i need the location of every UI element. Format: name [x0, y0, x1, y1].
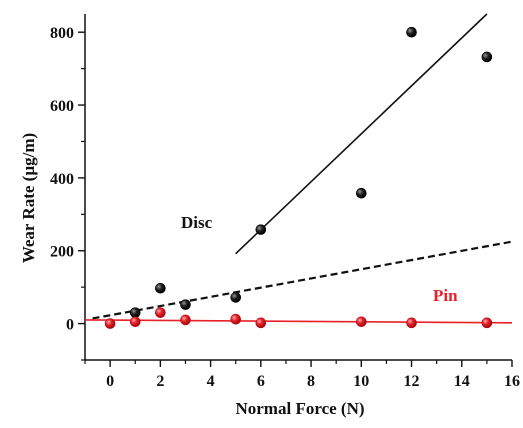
fit-line-disc-solid [235, 13, 488, 255]
x-tick-label: 6 [257, 373, 265, 390]
x-tick-label: 12 [404, 373, 420, 390]
data-point-pin [129, 316, 141, 328]
data-point-pin [481, 317, 493, 329]
x-tick-label: 4 [207, 373, 215, 390]
data-point-disc [481, 51, 493, 63]
data-point-pin [230, 313, 242, 325]
data-point-pin [255, 317, 267, 329]
y-tick-label: 200 [50, 244, 74, 261]
data-point-pin [355, 316, 367, 328]
x-tick-label: 0 [106, 373, 114, 390]
data-points [104, 26, 493, 329]
x-tick-label: 8 [307, 373, 315, 390]
y-tick-label: 400 [50, 171, 74, 188]
y-tick-label: 0 [66, 317, 74, 334]
data-point-disc [355, 187, 367, 199]
data-point-disc [255, 224, 267, 235]
x-tick-label: 16 [504, 373, 520, 390]
data-point-disc [406, 26, 417, 38]
data-point-disc [155, 282, 166, 294]
data-point-disc [230, 292, 242, 303]
data-point-pin [180, 314, 191, 326]
data-point-pin [406, 317, 417, 329]
data-point-disc [180, 299, 191, 310]
axes: 0 2 4 6 8 10 12 14 16 0 200 400 600 800 [50, 14, 520, 390]
series-label-pin: Pin [433, 286, 458, 305]
series-label-disc: Disc [181, 213, 213, 232]
y-tick-label: 800 [50, 25, 74, 42]
y-axis-title: Wear Rate (µg/m) [19, 133, 38, 263]
data-point-pin [155, 307, 166, 318]
data-point-pin [104, 318, 116, 329]
x-tick-label: 2 [156, 373, 164, 390]
x-axis-title: Normal Force (N) [235, 399, 364, 418]
fit-lines [84, 13, 513, 324]
fit-line-pin-solid [84, 319, 513, 324]
fit-line-disc-dashed [92, 240, 513, 320]
x-tick-label: 14 [454, 373, 470, 390]
y-tick-label: 600 [50, 98, 74, 115]
labels: Normal Force (N) Wear Rate (µg/m) Disc P… [19, 133, 458, 418]
data-point-disc [129, 307, 141, 318]
x-tick-label: 10 [353, 373, 369, 390]
